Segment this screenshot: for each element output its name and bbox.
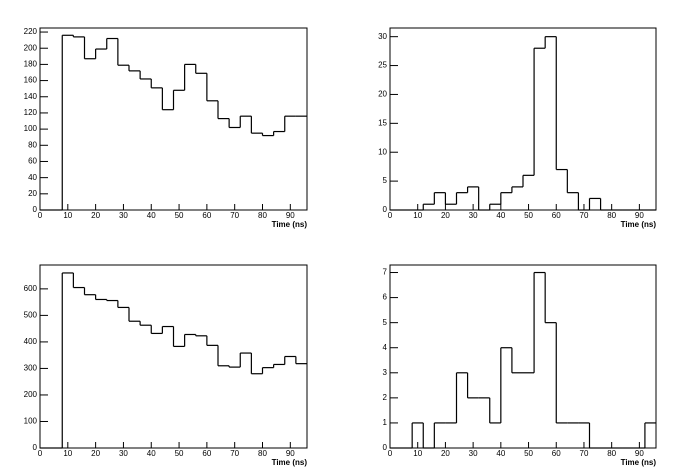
y-tick-label: 3 (383, 368, 388, 377)
x-tick-label: 30 (119, 211, 128, 220)
y-tick-label: 160 (24, 76, 38, 85)
x-tick-label: 40 (147, 449, 156, 458)
x-tick-label: 70 (230, 211, 239, 220)
y-tick-label: 200 (24, 390, 38, 399)
x-tick-label: 10 (413, 211, 422, 220)
y-tick-label: 10 (378, 147, 387, 156)
x-tick-label: 90 (635, 449, 644, 458)
x-tick-label: 80 (607, 449, 616, 458)
y-tick-label: 6 (383, 293, 388, 302)
y-tick-label: 20 (28, 189, 37, 198)
x-tick-label: 30 (469, 211, 478, 220)
y-tick-label: 220 (24, 27, 38, 36)
y-tick-label: 0 (33, 443, 38, 452)
x-axis-label: Time (ns) (272, 220, 308, 229)
y-tick-label: 500 (24, 311, 38, 320)
x-tick-label: 10 (63, 449, 72, 458)
y-tick-label: 300 (24, 364, 38, 373)
x-tick-label: 0 (38, 211, 43, 220)
x-tick-label: 0 (388, 211, 393, 220)
x-axis-label: Time (ns) (272, 458, 308, 467)
histogram-panel: 0 100 200 300 400 500 600 0 10 20 30 40 50 60 70 80 90Ti… (24, 264, 308, 467)
x-tick-label: 10 (63, 211, 72, 220)
x-tick-label: 40 (496, 449, 505, 458)
x-tick-label: 90 (635, 211, 644, 220)
x-tick-label: 50 (524, 449, 533, 458)
y-tick-label: 200 (24, 43, 38, 52)
y-tick-label: 100 (24, 124, 38, 133)
x-tick-label: 20 (91, 211, 100, 220)
y-tick-label: 4 (383, 343, 388, 352)
plot-frame (389, 264, 657, 449)
x-tick-label: 10 (413, 449, 422, 458)
y-tick-label: 80 (28, 140, 37, 149)
x-tick-label: 60 (552, 449, 561, 458)
y-tick-label: 60 (28, 157, 37, 166)
plot-frame (389, 27, 657, 211)
x-tick-label: 20 (91, 449, 100, 458)
x-tick-label: 80 (607, 211, 616, 220)
y-tick-label: 600 (24, 284, 38, 293)
y-tick-label: 0 (383, 205, 388, 214)
x-tick-label: 20 (441, 211, 450, 220)
x-tick-label: 40 (496, 211, 505, 220)
y-tick-label: 5 (383, 318, 388, 327)
y-tick-label: 30 (378, 32, 387, 41)
x-tick-label: 50 (524, 211, 533, 220)
y-tick-label: 100 (24, 417, 38, 426)
y-tick-label: 25 (378, 61, 387, 70)
plot-frame (39, 27, 308, 211)
y-tick-label: 1 (383, 418, 388, 427)
y-tick-label: 180 (24, 60, 38, 69)
x-tick-label: 40 (147, 211, 156, 220)
x-tick-label: 30 (469, 449, 478, 458)
x-tick-label: 30 (119, 449, 128, 458)
plot-frame (39, 264, 308, 449)
x-tick-label: 0 (388, 449, 393, 458)
x-axis-label: Time (ns) (621, 458, 657, 467)
y-tick-label: 7 (383, 268, 388, 277)
x-tick-label: 50 (175, 211, 184, 220)
y-tick-label: 20 (378, 90, 387, 99)
y-tick-label: 0 (383, 443, 388, 452)
x-tick-label: 70 (580, 211, 589, 220)
histogram-panel: 0 20 40 60 80 100 120 140 160 180 200 220 0 10 20 30 40 5… (24, 27, 308, 229)
x-tick-label: 70 (230, 449, 239, 458)
x-tick-label: 60 (552, 211, 561, 220)
x-tick-label: 90 (286, 449, 295, 458)
x-tick-label: 90 (286, 211, 295, 220)
y-tick-label: 140 (24, 92, 38, 101)
y-tick-label: 120 (24, 108, 38, 117)
x-tick-label: 70 (580, 449, 589, 458)
y-tick-label: 2 (383, 393, 388, 402)
x-tick-label: 0 (38, 449, 43, 458)
y-tick-label: 0 (33, 205, 38, 214)
y-tick-label: 400 (24, 337, 38, 346)
x-tick-label: 80 (258, 449, 267, 458)
y-tick-label: 5 (383, 176, 388, 185)
x-axis-label: Time (ns) (621, 220, 657, 229)
x-tick-label: 60 (202, 211, 211, 220)
y-tick-label: 40 (28, 173, 37, 182)
x-tick-label: 80 (258, 211, 267, 220)
x-tick-label: 20 (441, 449, 450, 458)
x-tick-label: 50 (175, 449, 184, 458)
x-tick-label: 60 (202, 449, 211, 458)
y-tick-label: 15 (378, 118, 387, 127)
